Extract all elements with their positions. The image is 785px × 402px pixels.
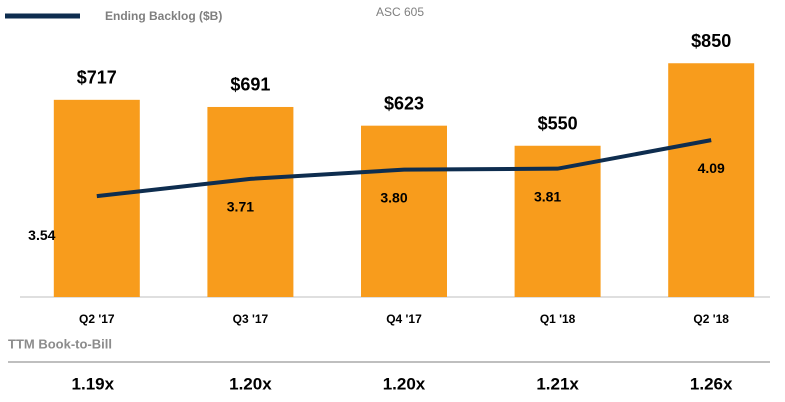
bar <box>207 106 294 297</box>
book-to-bill-value: 1.21x <box>536 374 579 393</box>
bar <box>514 145 601 297</box>
line-value-label: 3.54 <box>28 227 55 243</box>
legend-label: Ending Backlog ($B) <box>105 9 222 23</box>
bar <box>53 99 140 297</box>
book-to-bill-value: 1.20x <box>229 374 272 393</box>
line-value-label: 3.71 <box>227 199 254 215</box>
x-tick-label: Q1 '18 <box>540 312 576 326</box>
bar-value-label: $850 <box>691 31 731 51</box>
book-to-bill-value: 1.26x <box>690 374 733 393</box>
chart-subtitle: ASC 605 <box>376 5 424 19</box>
book-to-bill-value: 1.20x <box>383 374 426 393</box>
bar-value-label: $550 <box>538 114 578 134</box>
table-title: TTM Book-to-Bill <box>8 336 112 351</box>
line-value-label: 3.80 <box>380 189 407 205</box>
bar-value-label: $717 <box>77 68 117 88</box>
x-tick-label: Q2 '17 <box>79 312 115 326</box>
x-tick-label: Q3 '17 <box>233 312 269 326</box>
line-value-label: 4.09 <box>698 160 725 176</box>
x-tick-label: Q4 '17 <box>386 312 422 326</box>
x-tick-label: Q2 '18 <box>693 312 729 326</box>
line-value-label: 3.81 <box>534 188 561 204</box>
line <box>96 138 712 199</box>
bar-value-label: $691 <box>230 75 270 95</box>
bar <box>668 63 755 297</box>
bar <box>361 125 447 297</box>
book-to-bill-value: 1.19x <box>72 374 115 393</box>
bar-value-label: $623 <box>384 93 424 113</box>
